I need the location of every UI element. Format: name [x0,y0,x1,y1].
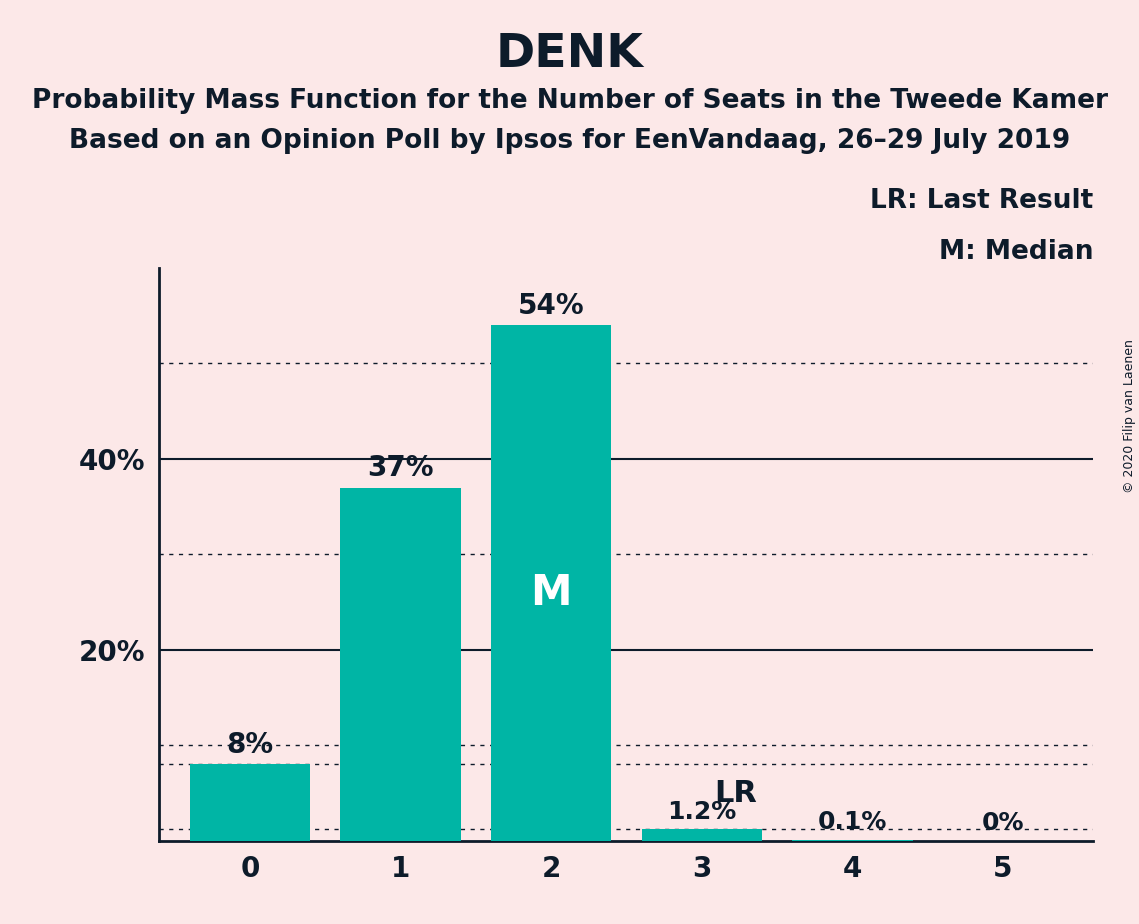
Text: LR: Last Result: LR: Last Result [870,188,1093,213]
Text: 0.1%: 0.1% [818,810,887,834]
Bar [641,830,762,841]
Text: M: M [531,572,572,614]
Text: 37%: 37% [367,454,434,481]
Text: Based on an Opinion Poll by Ipsos for EenVandaag, 26–29 July 2019: Based on an Opinion Poll by Ipsos for Ee… [68,128,1071,153]
Bar [189,764,310,841]
Text: 0%: 0% [982,811,1024,835]
Text: Probability Mass Function for the Number of Seats in the Tweede Kamer: Probability Mass Function for the Number… [32,88,1107,114]
Bar [341,488,461,841]
Text: 54%: 54% [518,291,584,320]
Bar [792,840,912,841]
Bar [491,325,612,841]
Text: M: Median: M: Median [939,239,1093,265]
Text: 1.2%: 1.2% [667,799,737,823]
Text: DENK: DENK [495,32,644,78]
Text: © 2020 Filip van Laenen: © 2020 Filip van Laenen [1123,339,1137,492]
Text: LR: LR [714,779,756,808]
Text: 8%: 8% [227,731,273,759]
